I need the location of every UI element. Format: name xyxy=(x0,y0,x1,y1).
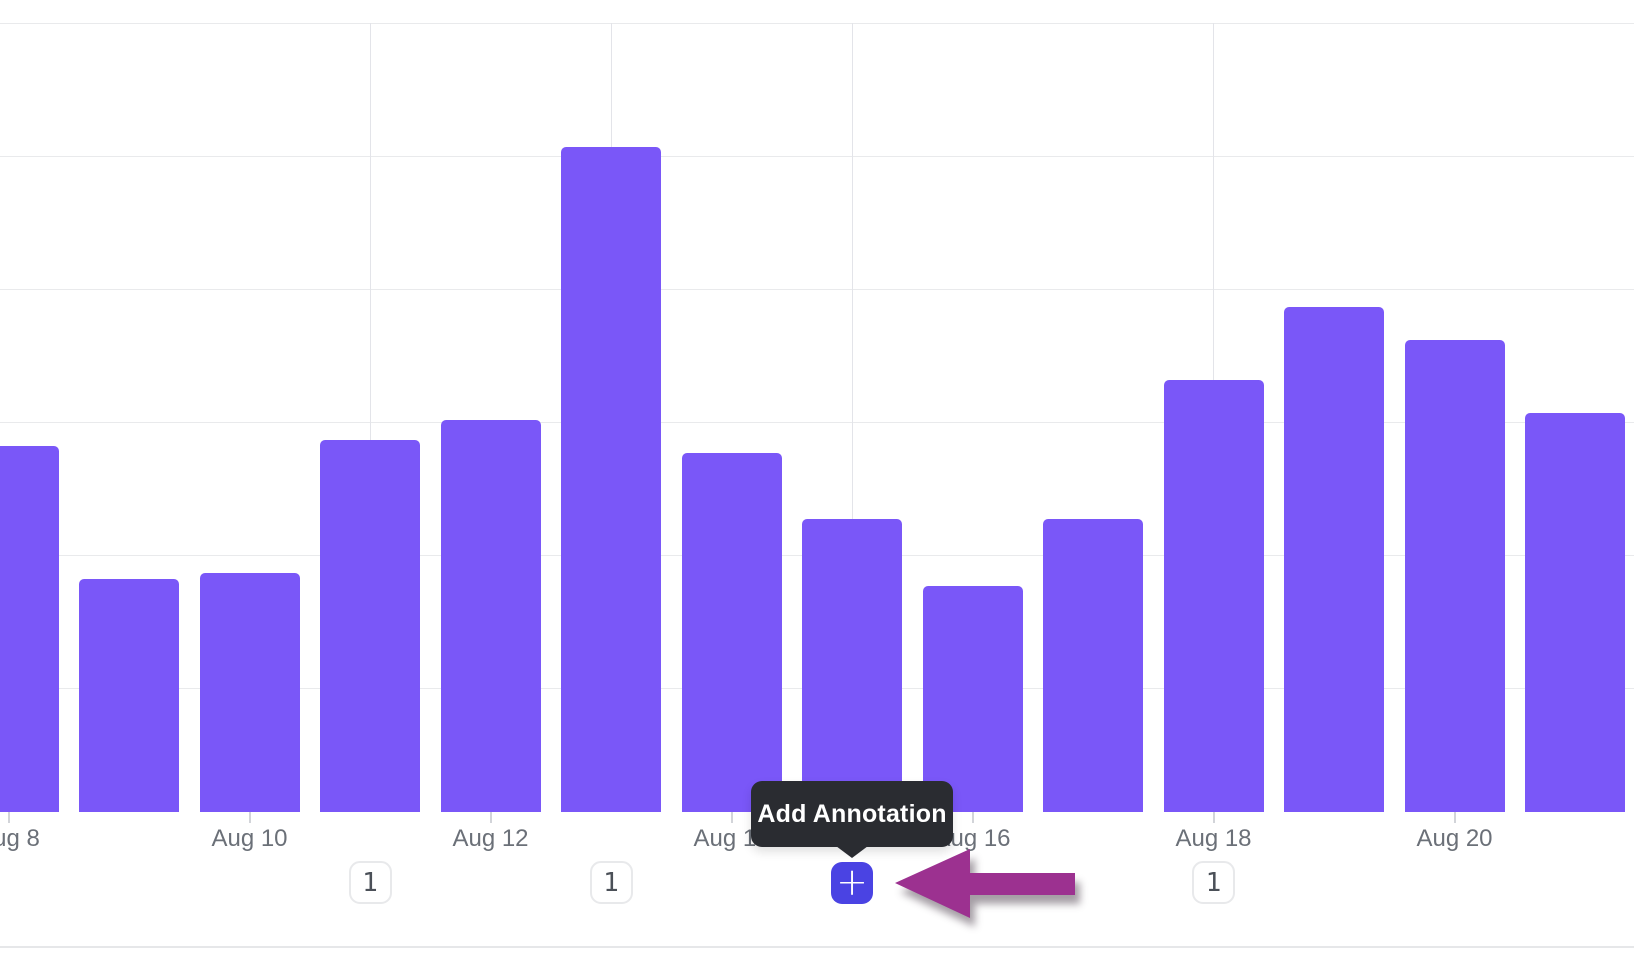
bar-aug-21[interactable] xyxy=(1525,413,1625,812)
x-axis-tick xyxy=(248,812,251,823)
gridline-horizontal xyxy=(0,23,1634,24)
x-axis-label: Aug 8 xyxy=(0,825,40,852)
annotation-badge[interactable]: 1 xyxy=(1192,861,1235,904)
add-annotation-button[interactable]: + xyxy=(831,862,873,904)
annotation-badge[interactable]: 1 xyxy=(589,861,633,904)
gridline-horizontal xyxy=(0,156,1634,157)
bar-aug-10[interactable] xyxy=(199,573,300,812)
bar-aug-9[interactable] xyxy=(79,579,179,812)
tooltip-label: Add Annotation xyxy=(757,799,947,828)
tooltip-caret xyxy=(836,846,868,858)
add-annotation-tooltip: Add Annotation xyxy=(751,781,953,847)
bar-aug-19[interactable] xyxy=(1284,307,1384,812)
bar-aug-12[interactable] xyxy=(440,420,541,812)
x-axis-tick xyxy=(1453,812,1456,823)
bar-aug-8[interactable] xyxy=(0,446,59,812)
bar-aug-17[interactable] xyxy=(1043,519,1143,812)
plus-icon: + xyxy=(836,859,868,904)
bar-aug-18[interactable] xyxy=(1163,380,1264,812)
bar-aug-14[interactable] xyxy=(681,453,782,812)
bar-aug-16[interactable] xyxy=(922,586,1023,812)
x-axis-label: Aug 18 xyxy=(1175,825,1252,852)
bottom-divider xyxy=(0,946,1634,948)
x-axis-label: Aug 12 xyxy=(452,825,529,852)
x-axis-tick xyxy=(7,812,10,823)
x-axis-label: Aug 10 xyxy=(211,825,288,852)
x-axis-tick xyxy=(1212,812,1215,823)
gridline-horizontal xyxy=(0,289,1634,290)
x-axis-label: Aug 20 xyxy=(1416,825,1493,852)
bar-aug-13[interactable] xyxy=(561,147,661,812)
annotation-badge[interactable]: 1 xyxy=(348,861,392,904)
gridline-horizontal xyxy=(0,422,1634,423)
pointer-arrow-shape xyxy=(895,849,1075,918)
annotation-marker-line xyxy=(851,23,853,812)
annotation-marker-line xyxy=(369,23,371,812)
bar-aug-20[interactable] xyxy=(1404,340,1505,812)
x-axis-tick xyxy=(489,812,492,823)
bar-aug-11[interactable] xyxy=(320,440,420,812)
x-axis-tick xyxy=(971,812,974,823)
x-axis-tick xyxy=(730,812,733,823)
bar-aug-15[interactable] xyxy=(802,519,902,812)
